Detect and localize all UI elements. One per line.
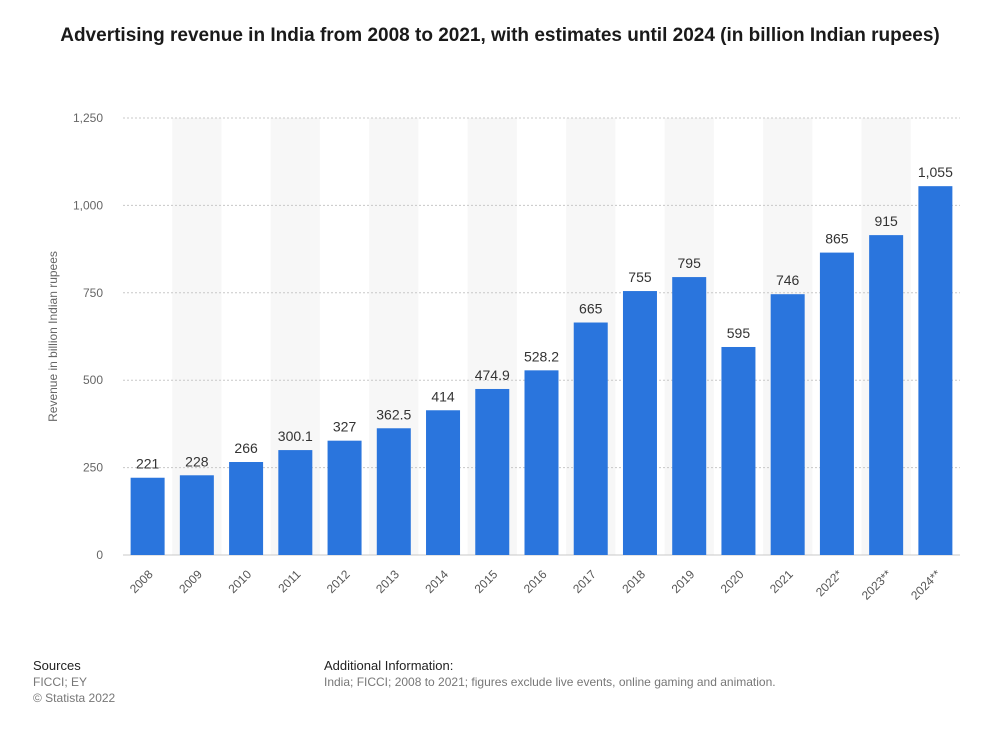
x-tick-label: 2009: [176, 567, 205, 596]
y-tick-label: 1,000: [73, 198, 103, 212]
bar-value-label: 1,055: [918, 164, 953, 180]
x-tick-label: 2012: [324, 567, 353, 596]
bar-value-label: 746: [776, 272, 800, 288]
x-tick-label: 2019: [669, 567, 698, 596]
bar: [475, 388, 510, 555]
y-tick-label: 1,250: [73, 111, 103, 125]
x-tick-label: 2011: [275, 567, 303, 595]
bar-value-label: 228: [185, 453, 209, 469]
bar-value-label: 915: [874, 213, 898, 229]
bar-value-label: 300.1: [278, 428, 313, 444]
y-axis-label: Revenue in billion Indian rupees: [46, 251, 60, 422]
bar-value-label: 865: [825, 231, 849, 247]
additional-info-heading: Additional Information:: [324, 658, 454, 673]
bar: [376, 428, 411, 555]
x-tick-label: 2017: [570, 567, 599, 596]
bar-value-label: 414: [431, 388, 455, 404]
y-tick-label: 250: [83, 461, 103, 475]
x-tick-label: 2013: [373, 567, 402, 596]
x-tick-label: 2014: [422, 567, 451, 596]
bar-value-label: 795: [678, 255, 702, 271]
bar: [918, 186, 953, 555]
bar-value-label: 362.5: [376, 406, 411, 422]
chart-title: Advertising revenue in India from 2008 t…: [60, 25, 940, 46]
y-tick-label: 500: [83, 373, 103, 387]
bar-value-label: 327: [333, 419, 357, 435]
x-tick-label: 2010: [225, 567, 254, 596]
x-tick-label: 2024**: [908, 567, 944, 603]
bar: [327, 440, 362, 555]
bar: [426, 410, 461, 555]
bar-value-label: 528.2: [524, 348, 559, 364]
bar: [770, 294, 805, 555]
additional-info-block: Additional Information: India; FICCI; 20…: [324, 658, 776, 690]
bar-value-label: 266: [234, 440, 258, 456]
x-tick-label: 2015: [472, 567, 501, 596]
x-tick-label: 2018: [619, 567, 648, 596]
bar: [869, 235, 904, 555]
x-tick-label: 2023**: [859, 567, 895, 603]
y-tick-label: 750: [83, 286, 103, 300]
bar-value-label: 595: [727, 325, 751, 341]
bar: [672, 277, 707, 555]
bar: [278, 450, 313, 555]
sources-heading: Sources: [33, 658, 81, 673]
bar: [130, 477, 165, 555]
sources-line-1: FICCI; EY: [33, 675, 88, 689]
bar: [819, 252, 854, 555]
bar-value-label: 665: [579, 301, 603, 317]
bar-value-label: 755: [628, 269, 652, 285]
x-tick-label: 2022*: [813, 567, 845, 599]
bar: [573, 322, 608, 555]
bar: [721, 346, 756, 555]
x-tick-label: 2016: [521, 567, 550, 596]
bar: [524, 370, 559, 555]
additional-info-text: India; FICCI; 2008 to 2021; figures excl…: [324, 675, 776, 689]
y-tick-label: 0: [96, 548, 103, 562]
x-tick-label: 2020: [718, 567, 747, 596]
x-tick-label: 2008: [127, 567, 156, 596]
bar: [622, 291, 657, 555]
bar-value-label: 474.9: [475, 367, 510, 383]
bar: [179, 475, 214, 555]
bar-chart: 0 250 500 750 1,000 1,250 Revenue in billion I…: [46, 111, 960, 603]
bar-value-label: 221: [136, 456, 160, 472]
sources-line-2: © Statista 2022: [33, 691, 116, 705]
x-tick-label: 2021: [767, 567, 796, 596]
sources-block: Sources FICCI; EY © Statista 2022: [33, 658, 115, 706]
bar: [229, 462, 264, 555]
